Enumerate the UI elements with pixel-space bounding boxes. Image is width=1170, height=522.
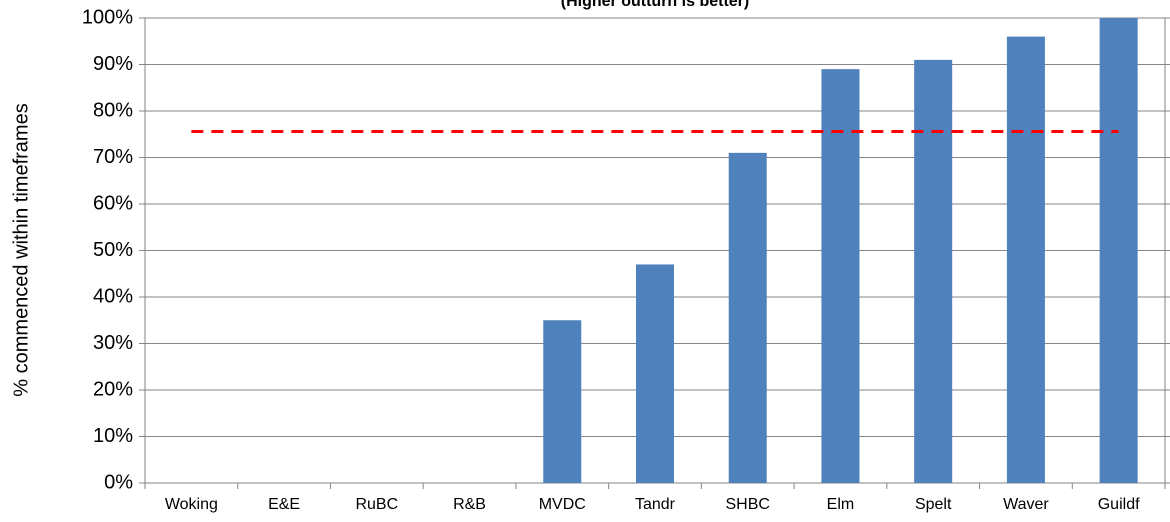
bar: [1099, 18, 1138, 483]
y-tick-label: 30%: [93, 332, 133, 354]
x-tick-label: Woking: [165, 496, 218, 513]
bar: [635, 264, 675, 483]
bar: [914, 59, 953, 483]
x-tick-label: Waver: [1003, 496, 1049, 513]
x-tick-label: Guildf: [1098, 496, 1140, 513]
y-tick-label: 0%: [104, 471, 133, 493]
y-axis-label: % commenced within timeframes: [10, 103, 32, 396]
y-tick-label: 60%: [93, 192, 133, 214]
bar: [543, 320, 582, 483]
bar: [821, 69, 860, 484]
bar: [728, 152, 767, 483]
y-tick-label: 50%: [93, 239, 133, 261]
y-tick-label: 40%: [93, 285, 133, 307]
x-tick-label: SHBC: [726, 496, 770, 513]
x-tick-label: Elm: [827, 496, 855, 513]
x-tick-label: Spelt: [915, 496, 952, 513]
chart-subtitle: (Higher outturn is better): [561, 0, 749, 10]
x-tick-label: Tandr: [635, 496, 676, 513]
y-tick-label: 90%: [93, 53, 133, 75]
y-tick-label: 20%: [93, 378, 133, 400]
x-tick-label: MVDC: [539, 496, 586, 513]
x-tick-label: RuBC: [355, 496, 398, 513]
bar: [1006, 36, 1045, 483]
x-tick-label: R&B: [453, 496, 486, 513]
y-tick-label: 70%: [93, 146, 133, 168]
y-tick-label: 10%: [93, 425, 133, 447]
y-tick-label: 100%: [82, 6, 133, 28]
y-tick-label: 80%: [93, 99, 133, 121]
x-tick-label: E&E: [268, 496, 300, 513]
